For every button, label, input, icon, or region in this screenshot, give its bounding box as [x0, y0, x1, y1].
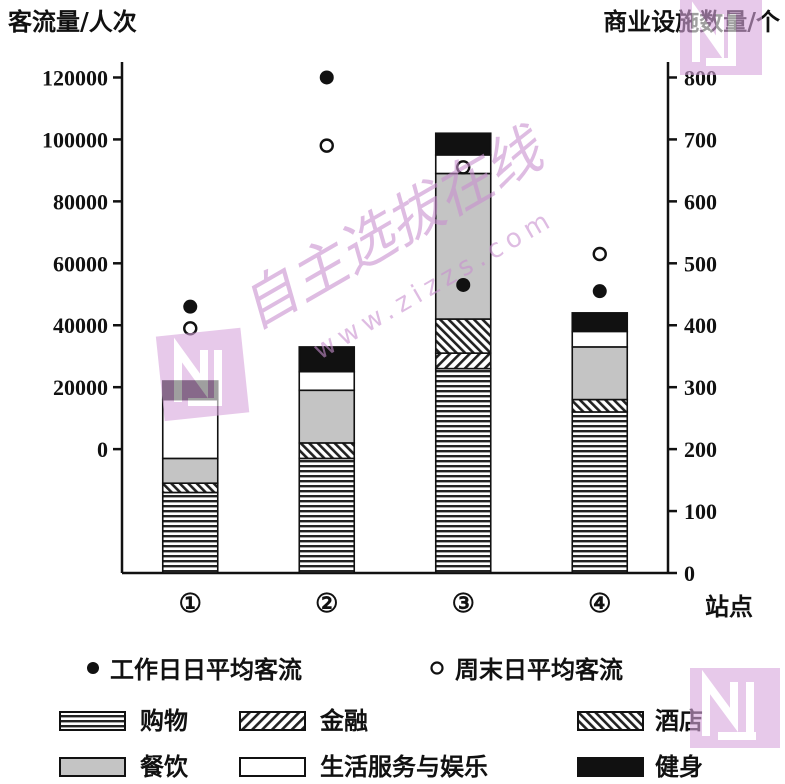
bar-segment [298, 442, 356, 460]
bar-segment [571, 330, 629, 348]
weekday-point [456, 277, 471, 292]
legend-label-shopping: 购物 [140, 706, 188, 735]
right-tick-label: 400 [684, 313, 717, 338]
bar-segment [434, 352, 492, 370]
weekday-point [592, 284, 607, 299]
bar-segment [434, 367, 492, 574]
legend-swatch-fitness [577, 757, 644, 777]
right-tick-label: 0 [684, 561, 695, 586]
left-axis-ticks: 0 20000 40000 60000 80000 100000 120000 [42, 65, 122, 462]
watermark-logo-bottom [690, 668, 780, 748]
weekday-point [183, 299, 198, 314]
legend-swatch-hotel [577, 711, 644, 731]
left-tick-label: 60000 [53, 251, 108, 276]
legend-label-weekday: 工作日日平均客流 [110, 655, 302, 684]
x-category-label: ② [315, 589, 338, 619]
right-tick-label: 300 [684, 375, 717, 400]
bar-segment [571, 346, 629, 401]
legend-swatch-services [239, 757, 306, 777]
legend-label-services: 生活服务与娱乐 [320, 752, 488, 781]
passenger-points [183, 70, 607, 336]
bar-segment [434, 132, 492, 156]
left-tick-label: 80000 [53, 189, 108, 214]
legend-marker-weekend [430, 661, 444, 675]
x-category-label: ③ [452, 589, 475, 619]
bar-segment [298, 346, 356, 373]
right-tick-label: 600 [684, 189, 717, 214]
left-tick-label: 0 [97, 437, 108, 462]
watermark-logo-top [680, 0, 762, 75]
stacked-bars [161, 132, 629, 574]
left-tick-label: 120000 [42, 65, 108, 90]
x-category-label: ④ [588, 589, 611, 619]
bar-segment [571, 312, 629, 333]
legend-marker-weekday [87, 662, 99, 674]
right-tick-label: 100 [684, 499, 717, 524]
right-tick-label: 700 [684, 127, 717, 152]
legend-label-weekend: 周末日平均客流 [455, 655, 623, 684]
weekend-point [319, 138, 334, 153]
bar-segment [298, 457, 356, 574]
weekend-point [183, 321, 198, 336]
legend-swatch-catering [59, 757, 126, 777]
bar-segment [571, 398, 629, 413]
weekend-point [456, 160, 471, 175]
left-tick-label: 40000 [53, 313, 108, 338]
bar-segment [571, 411, 629, 574]
bar-segment [161, 491, 219, 574]
weekday-point [319, 70, 334, 85]
weekend-point [592, 246, 607, 262]
right-tick-label: 500 [684, 251, 717, 276]
bar-segment [161, 457, 219, 484]
x-category-label: ① [179, 589, 202, 619]
legend-label-finance: 金融 [319, 706, 368, 735]
left-tick-label: 20000 [53, 375, 108, 400]
bar-segment [298, 370, 356, 392]
x-axis-title: 站点 [705, 592, 753, 621]
left-axis-title: 客流量/人次 [8, 7, 137, 36]
bar-segment [434, 318, 492, 354]
legend-label-fitness: 健身 [655, 752, 703, 781]
legend-swatch-finance [239, 711, 306, 731]
right-tick-label: 200 [684, 437, 717, 462]
watermark-logo-mid [155, 327, 250, 422]
bar-segment [298, 389, 356, 444]
legend-label-catering: 餐饮 [140, 752, 189, 781]
bar-segment [434, 172, 492, 320]
legend-swatch-shopping [59, 711, 126, 731]
x-category-labels: ① ② ③ ④ [179, 589, 612, 619]
left-tick-label: 100000 [42, 127, 108, 152]
bar-segment [161, 482, 219, 494]
